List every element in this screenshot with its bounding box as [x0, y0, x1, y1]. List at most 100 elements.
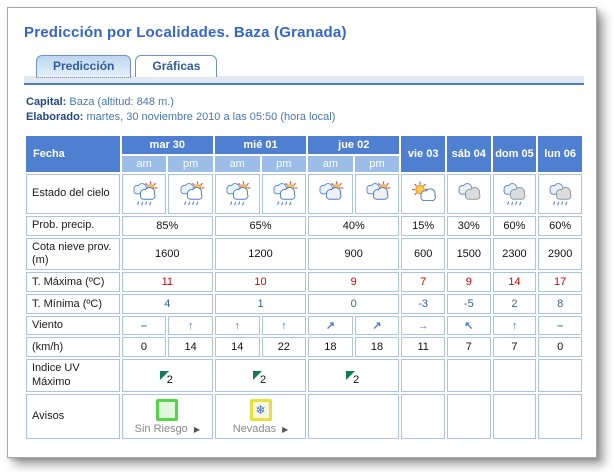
tmin-row-label: T. Mínima (ºC) [26, 294, 120, 315]
weather-sun-cloud-icon [402, 181, 444, 207]
aviso-cell-empty [401, 393, 445, 439]
snowlevel-value: 600 [401, 237, 445, 271]
snowlevel-value: 2900 [538, 237, 582, 271]
wind-direction-icon: ↗ [354, 316, 400, 336]
tmin-value: 2 [492, 294, 537, 315]
header-row-ampm: am pm am pm am pm [26, 155, 582, 172]
expand-arrow-icon: ▶ [282, 424, 289, 434]
precip-value: 65% [214, 215, 307, 236]
avisos-row-label: Avisos [26, 393, 120, 439]
snowlevel-value: 1500 [446, 237, 491, 271]
weather-sun-clouds-rain-icon [123, 180, 166, 207]
tmin-value: 0 [308, 294, 400, 315]
wind-direction-icon: ↑ [261, 316, 307, 336]
uv-value: 2 [353, 373, 360, 386]
tmin-row: T. Mínima (ºC) 4 1 0 -3 -5 2 8 [26, 294, 582, 315]
windspeed-value: 14 [168, 337, 213, 358]
precip-row-label: Prob. precip. [26, 215, 120, 236]
aviso-cell-empty [308, 393, 400, 439]
day-header: mar 30 [121, 135, 213, 154]
tmin-value: 4 [121, 294, 213, 315]
wind-direction-icon: ↗ [308, 316, 353, 336]
location-meta: Capital: Baza (altitud: 848 m.) Elaborad… [26, 95, 584, 126]
uv-row-label: Indice UV Máximo [26, 359, 120, 392]
tab-strip-divider [24, 76, 584, 85]
windspeed-value: 11 [401, 337, 445, 358]
weather-sun-clouds-rain-icon [263, 180, 306, 207]
ampm-header: am [121, 155, 167, 172]
windspeed-value: 0 [538, 337, 582, 358]
tab-graficas[interactable]: Gráficas [135, 55, 218, 77]
day-header: lun 06 [538, 135, 582, 172]
windspeed-value: 7 [446, 337, 491, 358]
wind-direction-icon: ↑ [214, 316, 260, 336]
capital-line: Capital: Baza (altitud: 848 m.) [26, 95, 584, 110]
weather-clouds-rain-icon [539, 181, 581, 207]
day-header: vie 03 [401, 135, 445, 172]
weather-clouds-icon [448, 181, 490, 207]
precip-value: 60% [492, 215, 537, 236]
wind-direction-icon: – [121, 316, 167, 336]
tmax-value: 9 [308, 272, 400, 293]
day-header: dom 05 [492, 135, 537, 172]
aviso-label: Nevadas ▶ [232, 422, 289, 435]
windspeed-value: 7 [492, 337, 537, 358]
day-header: mié 01 [214, 135, 307, 154]
day-header: sáb 04 [446, 135, 491, 172]
tab-bar: Predicción Gráficas [36, 55, 584, 78]
weather-sun-clouds-rain-icon [169, 180, 212, 207]
snowlevel-value: 1200 [214, 237, 307, 271]
tmax-value: 9 [446, 272, 491, 293]
windspeed-value: 18 [354, 337, 400, 358]
header-row-days: Fecha mar 30 mié 01 jue 02 vie 03 sáb 04… [26, 135, 582, 172]
aviso-sin-riesgo[interactable]: Sin Riesgo ▶ [121, 393, 213, 439]
tab-prediccion[interactable]: Predicción [36, 55, 132, 78]
uv-value: 2 [259, 373, 267, 386]
snowlevel-value: 2300 [492, 237, 537, 271]
ampm-header: pm [354, 155, 400, 172]
tmax-row: T. Máxima (ºC) 11 10 9 7 9 14 17 [26, 272, 582, 293]
precip-value: 60% [538, 215, 582, 236]
avisos-row: Avisos Sin Riesgo ▶ ❄ Nevadas ▶ [26, 393, 582, 439]
wind-direction-icon: ↑ [492, 316, 537, 336]
sky-row-label: Estado del cielo [26, 173, 120, 214]
tmin-value: 8 [538, 294, 582, 315]
nevadas-snowflake-icon: ❄ [249, 398, 272, 421]
windspeed-row: (km/h) 0 14 14 22 18 18 11 7 7 0 [26, 337, 582, 358]
uv-cell-empty [401, 359, 445, 392]
tmax-value: 14 [492, 272, 537, 293]
windspeed-value: 0 [121, 337, 167, 358]
aviso-label: Sin Riesgo ▶ [134, 422, 200, 435]
expand-arrow-icon: ▶ [193, 424, 200, 434]
weather-sun-clouds-icon [309, 180, 352, 207]
uv-flag-icon [252, 371, 262, 381]
elaborado-label: Elaborado: [26, 111, 84, 124]
fecha-header: Fecha [26, 135, 120, 172]
sin-riesgo-icon [156, 398, 179, 421]
uv-cell-empty [446, 359, 491, 392]
wind-direction-icon: ↑ [168, 316, 213, 336]
windspeed-value: 22 [261, 337, 307, 358]
snowlevel-value: 900 [308, 237, 400, 271]
precip-value: 40% [308, 215, 400, 236]
aviso-nevadas[interactable]: ❄ Nevadas ▶ [214, 393, 307, 439]
tmax-row-label: T. Máxima (ºC) [26, 272, 120, 293]
ampm-header: pm [261, 155, 307, 172]
elaborado-value: martes, 30 noviembre 2010 a las 05:50 (h… [83, 111, 336, 124]
precip-value: 30% [446, 215, 491, 236]
windspeed-row-label: (km/h) [26, 337, 120, 358]
precip-value: 15% [401, 215, 445, 236]
weather-sun-clouds-icon [356, 180, 399, 207]
uv-value: 2 [166, 373, 173, 386]
elaborado-line: Elaborado: martes, 30 noviembre 2010 a l… [26, 110, 584, 125]
wind-row-label: Viento [26, 316, 120, 336]
ampm-header: am [308, 155, 353, 172]
tmax-value: 17 [538, 272, 582, 293]
capital-value: Baza (altitud: 848 m.) [66, 96, 174, 108]
weather-clouds-rain-icon [494, 181, 536, 207]
precip-row: Prob. precip. 85% 65% 40% 15% 30% 60% 60… [26, 215, 582, 236]
aviso-cell-empty [446, 393, 491, 439]
uv-cell: 2 [214, 359, 307, 392]
day-header: jue 02 [308, 135, 400, 154]
uv-cell: 2 [121, 359, 213, 392]
